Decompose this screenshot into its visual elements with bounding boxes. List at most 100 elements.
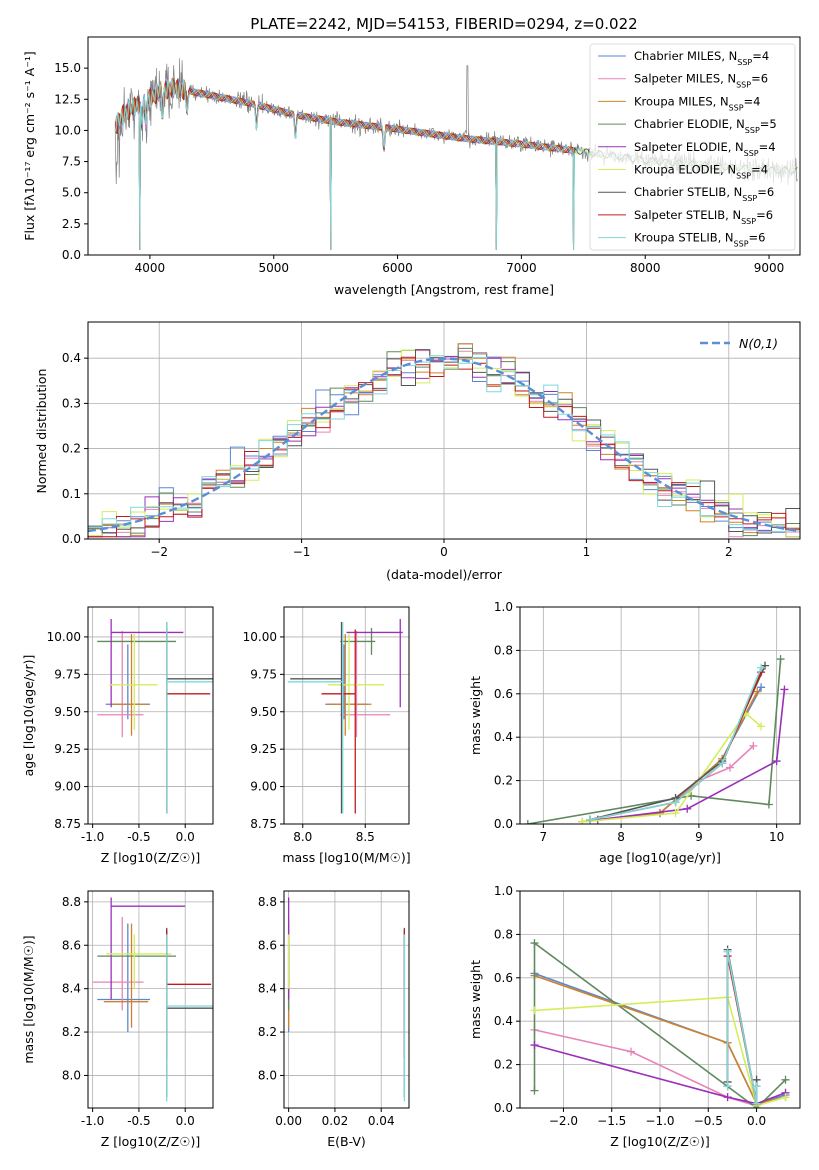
y-tick-label: 0.1 xyxy=(62,487,81,501)
weight-line-chabrier-stelib xyxy=(589,665,766,821)
x-axis-label: mass [log10(M/M☉)] xyxy=(282,850,410,865)
x-tick-label: 8.0 xyxy=(293,830,312,844)
y-tick-label: 9.25 xyxy=(250,742,277,756)
normal-curve xyxy=(88,357,798,533)
x-axis-label: wavelength [Angstrom, rest frame] xyxy=(334,282,554,297)
y-axis-label: mass weight xyxy=(468,960,483,1039)
y-tick-label: 9.50 xyxy=(54,705,81,719)
y-tick-label: 8.0 xyxy=(62,1068,81,1082)
x-tick-label: 0.0 xyxy=(176,830,195,844)
x-tick-label: 4000 xyxy=(135,261,166,275)
x-tick-label: -0.5 xyxy=(127,1114,150,1128)
y-tick-label: 0.0 xyxy=(62,532,81,546)
x-tick-label: 9 xyxy=(695,830,703,844)
legend-label: Chabrier MILES, NSSP=4 xyxy=(634,49,769,67)
legend-suffix: =5 xyxy=(760,117,777,131)
weight-marker xyxy=(757,722,766,731)
x-axis-label: Z [log10(Z/Z☉)] xyxy=(610,1134,710,1149)
weight-marker xyxy=(781,1093,790,1102)
legend-suffix: =6 xyxy=(756,208,773,222)
y-axis-label: Normed distribution xyxy=(34,369,49,494)
spectrum-frame xyxy=(87,36,801,256)
weight-marker xyxy=(776,655,785,664)
x-tick-label: −2.0 xyxy=(549,1114,578,1128)
model-spectrum-salpeter-miles xyxy=(114,78,574,251)
weight-marker xyxy=(723,1093,732,1102)
y-tick-label: 8.0 xyxy=(258,1068,277,1082)
y-tick-label: 8.6 xyxy=(62,938,81,952)
weight_vs_age-axes xyxy=(520,606,800,825)
y-tick-label: 9.75 xyxy=(250,667,277,681)
weight-marker xyxy=(781,1075,790,1084)
weight-line-kroupa-stelib xyxy=(589,667,762,821)
age_vs_Z-axes xyxy=(88,607,213,825)
weight-marker xyxy=(718,759,727,768)
x-tick-label: −0.5 xyxy=(694,1114,723,1128)
x-tick-label: 8000 xyxy=(630,261,661,275)
weight-line-kroupa-miles xyxy=(582,691,758,823)
weight-marker xyxy=(683,804,692,813)
weight_vs_Z-axes xyxy=(520,890,800,1109)
weight-marker xyxy=(723,1082,732,1091)
weight-line-kroupa-elodie xyxy=(534,996,786,1107)
legend-subscript: SSP xyxy=(734,239,749,248)
spectrum-legend: Chabrier MILES, NSSP=4 Salpeter MILES, NS… xyxy=(589,43,796,251)
y-tick-label: 1.0 xyxy=(494,884,513,898)
weight-marker xyxy=(530,1006,539,1015)
legend-subscript: SSP xyxy=(736,80,751,89)
y-axis-label: Flux [fλ10⁻¹⁷ erg cm⁻² s⁻¹ A⁻¹] xyxy=(22,51,37,240)
y-tick-label: 8.8 xyxy=(258,895,277,909)
residuals-axes xyxy=(88,322,800,540)
y-tick-label: 12.5 xyxy=(54,92,81,106)
y-tick-label: 0.8 xyxy=(494,927,513,941)
x-tick-label: 8 xyxy=(617,830,625,844)
legend-label: N(0,1) xyxy=(739,336,778,351)
y-tick-label: 9.50 xyxy=(250,705,277,719)
legend-label: Salpeter ELODIE, NSSP=4 xyxy=(634,140,776,158)
y-tick-label: 9.25 xyxy=(54,742,81,756)
legend-frame xyxy=(589,43,796,251)
x-tick-label: 2 xyxy=(725,545,733,559)
y-tick-label: 10.0 xyxy=(54,123,81,137)
legend-suffix: =4 xyxy=(744,94,761,108)
weight-marker xyxy=(530,1041,539,1050)
weight-marker xyxy=(749,741,758,750)
y-axis-label: mass [log10(M/M☉)] xyxy=(21,935,36,1063)
weight-line-salpeter-elodie xyxy=(597,689,786,821)
x-tick-label: 7 xyxy=(540,830,548,844)
weight-line-salpeter-elodie xyxy=(534,1044,786,1105)
legend-suffix: =6 xyxy=(751,72,768,86)
legend-suffix: =6 xyxy=(757,185,774,199)
y-axis-label: mass weight xyxy=(468,676,483,755)
weight-marker xyxy=(530,1086,539,1095)
model-spectrum-salpeter-stelib xyxy=(114,78,574,251)
x-tick-label: 1 xyxy=(583,545,591,559)
y-tick-label: 9.75 xyxy=(54,667,81,681)
y-tick-label: 9.00 xyxy=(250,780,277,794)
x-tick-label: 10 xyxy=(769,830,784,844)
x-axis-label: E(B-V) xyxy=(327,1134,366,1149)
age_vs_Z-frame xyxy=(87,606,214,825)
y-tick-label: 0.0 xyxy=(494,1101,513,1115)
x-tick-label: 0.04 xyxy=(368,1114,395,1128)
mass_vs_Z-axes xyxy=(88,891,213,1108)
weight-line-salpeter-miles xyxy=(534,1029,757,1107)
y-tick-label: 1.0 xyxy=(494,600,513,614)
x-tick-label: 5000 xyxy=(258,261,289,275)
mass_vs_Z-plot xyxy=(92,897,213,1102)
age_vs_Z-plot xyxy=(97,618,213,814)
x-tick-label: 9000 xyxy=(754,261,785,275)
age_vs_mass-frame xyxy=(283,606,410,825)
model-spectrum-chabrier-elodie xyxy=(137,77,497,251)
model-spectrum-salpeter-elodie xyxy=(137,79,497,251)
y-tick-label: 0.2 xyxy=(494,774,513,788)
y-tick-label: 9.00 xyxy=(54,780,81,794)
y-tick-label: 8.8 xyxy=(62,895,81,909)
y-tick-label: 0.4 xyxy=(494,730,513,744)
legend-label: Kroupa ELODIE, NSSP=4 xyxy=(634,163,768,181)
weight-marker xyxy=(757,663,766,672)
x-tick-label: 0.0 xyxy=(747,1114,766,1128)
y-axis-label: age [log10(age/yr)] xyxy=(21,655,36,777)
y-tick-label: 7.5 xyxy=(62,155,81,169)
y-tick-label: 8.4 xyxy=(62,982,81,996)
